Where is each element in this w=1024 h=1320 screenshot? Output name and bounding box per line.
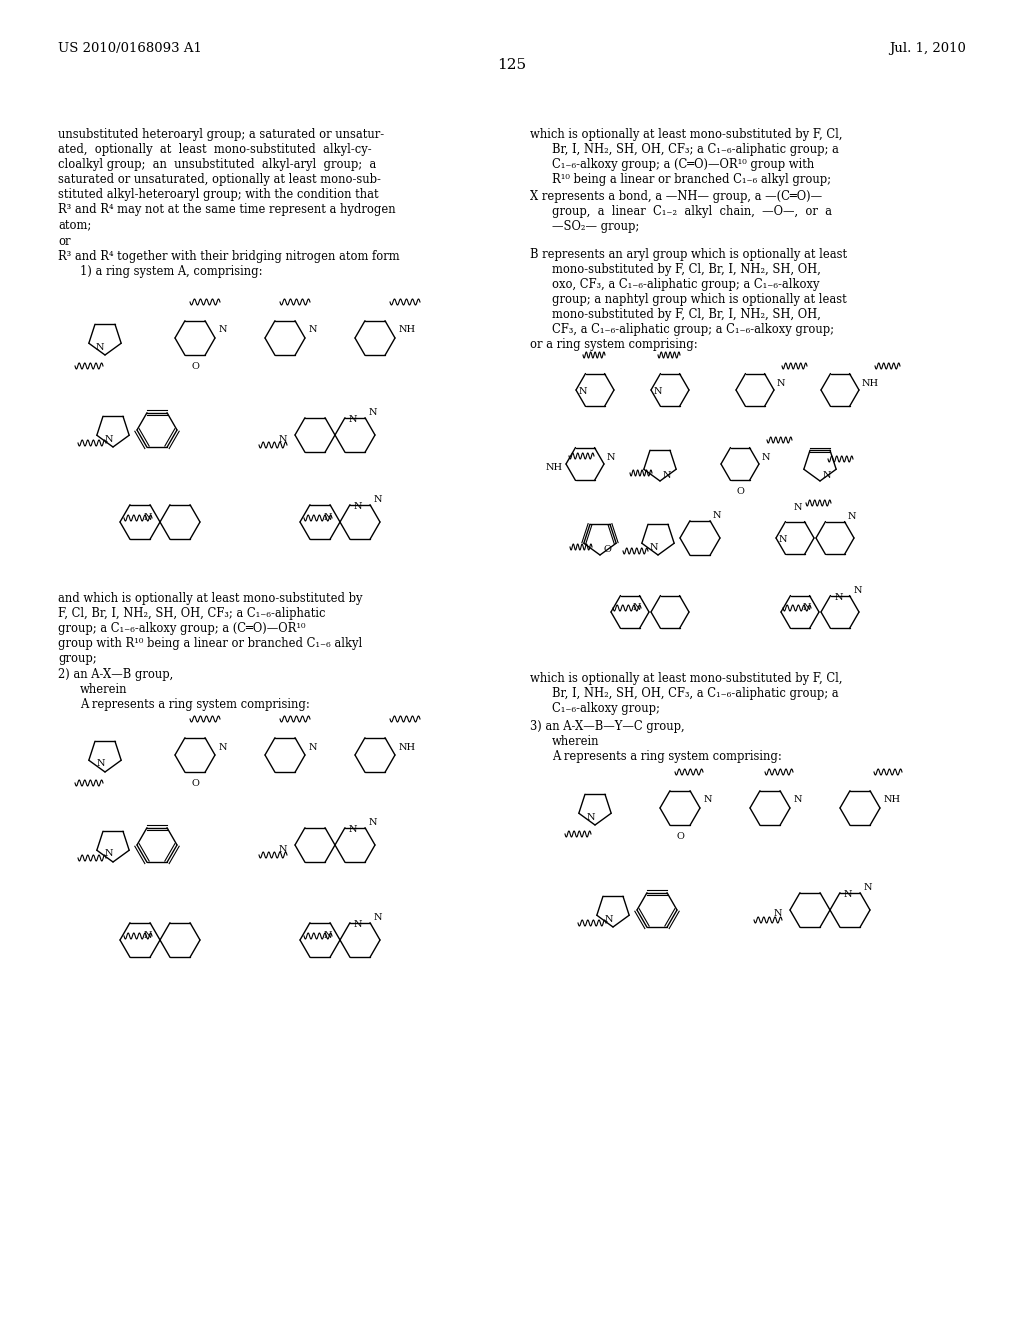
Text: O: O [736,487,744,496]
Text: N: N [794,796,803,804]
Text: C₁₋₆-alkoxy group; a (C═O)—OR¹⁰ group with: C₁₋₆-alkoxy group; a (C═O)—OR¹⁰ group wi… [552,158,814,172]
Text: F, Cl, Br, I, NH₂, SH, OH, CF₃; a C₁₋₆-aliphatic: F, Cl, Br, I, NH₂, SH, OH, CF₃; a C₁₋₆-a… [58,607,326,620]
Text: N: N [803,603,811,612]
Text: N: N [777,380,785,388]
Text: unsubstituted heteroaryl group; a saturated or unsatur-: unsubstituted heteroaryl group; a satura… [58,128,384,141]
Text: group,  a  linear  C₁₋₂  alkyl  chain,  —O—,  or  a: group, a linear C₁₋₂ alkyl chain, —O—, o… [552,205,831,218]
Text: US 2010/0168093 A1: US 2010/0168093 A1 [58,42,202,55]
Text: N: N [848,512,856,521]
Text: CF₃, a C₁₋₆-aliphatic group; a C₁₋₆-alkoxy group;: CF₃, a C₁₋₆-aliphatic group; a C₁₋₆-alko… [552,323,834,337]
Text: 3) an A-X—B—Y—C group,: 3) an A-X—B—Y—C group, [530,719,685,733]
Text: O: O [191,362,199,371]
Text: stituted alkyl-heteroaryl group; with the condition that: stituted alkyl-heteroaryl group; with th… [58,187,379,201]
Text: N: N [104,850,114,858]
Text: N: N [663,470,672,479]
Text: 1) a ring system A, comprising:: 1) a ring system A, comprising: [80,265,262,279]
Text: X represents a bond, a —NH— group, a —(C═O)—: X represents a bond, a —NH— group, a —(C… [530,190,822,203]
Text: Jul. 1, 2010: Jul. 1, 2010 [889,42,966,55]
Text: N: N [773,909,782,919]
Text: O: O [191,779,199,788]
Text: N: N [324,513,332,523]
Text: NH: NH [399,326,416,334]
Text: A represents a ring system comprising:: A represents a ring system comprising: [552,750,781,763]
Text: N: N [654,388,663,396]
Text: N: N [835,593,843,602]
Text: N: N [143,513,152,523]
Text: group;: group; [58,652,96,665]
Text: N: N [605,915,613,924]
Text: N: N [579,388,588,396]
Text: N: N [374,495,383,504]
Text: group; a naphtyl group which is optionally at least: group; a naphtyl group which is optional… [552,293,847,306]
Text: N: N [864,883,872,892]
Text: N: N [779,536,787,544]
Text: R³ and R⁴ may not at the same time represent a hydrogen: R³ and R⁴ may not at the same time repre… [58,203,395,216]
Text: A represents a ring system comprising:: A represents a ring system comprising: [80,698,309,711]
Text: N: N [349,416,357,424]
Text: wherein: wherein [552,735,599,748]
Text: which is optionally at least mono-substituted by F, Cl,: which is optionally at least mono-substi… [530,672,843,685]
Text: N: N [219,742,227,751]
Text: group with R¹⁰ being a linear or branched C₁₋₆ alkyl: group with R¹⁰ being a linear or branche… [58,638,362,649]
Text: N: N [705,796,713,804]
Text: mono-substituted by F, Cl, Br, I, NH₂, SH, OH,: mono-substituted by F, Cl, Br, I, NH₂, S… [552,308,821,321]
Text: N: N [324,932,332,940]
Text: O: O [676,832,684,841]
Text: N: N [374,913,383,923]
Text: or a ring system comprising:: or a ring system comprising: [530,338,697,351]
Text: Br, I, NH₂, SH, OH, CF₃, a C₁₋₆-aliphatic group; a: Br, I, NH₂, SH, OH, CF₃, a C₁₋₆-aliphati… [552,686,839,700]
Text: N: N [853,586,862,595]
Text: N: N [143,932,152,940]
Text: N: N [713,511,722,520]
Text: NH: NH [399,742,416,751]
Text: NH: NH [884,796,901,804]
Text: atom;: atom; [58,218,91,231]
Text: cloalkyl group;  an  unsubstituted  alkyl-aryl  group;  a: cloalkyl group; an unsubstituted alkyl-a… [58,158,376,172]
Text: N: N [354,920,362,929]
Text: N: N [96,342,104,351]
Text: N: N [844,890,853,899]
Text: ated,  optionally  at  least  mono-substituted  alkyl-cy-: ated, optionally at least mono-substitut… [58,143,372,156]
Text: N: N [762,454,770,462]
Text: N: N [104,434,114,444]
Text: N: N [349,825,357,834]
Text: N: N [96,759,105,768]
Text: N: N [823,470,831,479]
Text: NH: NH [862,380,880,388]
Text: N: N [369,408,378,417]
Text: wherein: wherein [80,682,128,696]
Text: O: O [603,544,611,553]
Text: N: N [309,326,317,334]
Text: N: N [587,813,595,821]
Text: C₁₋₆-alkoxy group;: C₁₋₆-alkoxy group; [552,702,659,715]
Text: Br, I, NH₂, SH, OH, CF₃; a C₁₋₆-aliphatic group; a: Br, I, NH₂, SH, OH, CF₃; a C₁₋₆-aliphati… [552,143,839,156]
Text: and which is optionally at least mono-substituted by: and which is optionally at least mono-su… [58,591,362,605]
Text: N: N [633,603,641,612]
Text: 2) an A-X—B group,: 2) an A-X—B group, [58,668,173,681]
Text: N: N [607,454,615,462]
Text: oxo, CF₃, a C₁₋₆-aliphatic group; a C₁₋₆-alkoxy: oxo, CF₃, a C₁₋₆-aliphatic group; a C₁₋₆… [552,279,819,290]
Text: N: N [354,502,362,511]
Text: which is optionally at least mono-substituted by F, Cl,: which is optionally at least mono-substi… [530,128,843,141]
Text: R¹⁰ being a linear or branched C₁₋₆ alkyl group;: R¹⁰ being a linear or branched C₁₋₆ alky… [552,173,831,186]
Text: mono-substituted by F, Cl, Br, I, NH₂, SH, OH,: mono-substituted by F, Cl, Br, I, NH₂, S… [552,263,821,276]
Text: N: N [369,818,378,828]
Text: N: N [794,503,802,511]
Text: R³ and R⁴ together with their bridging nitrogen atom form: R³ and R⁴ together with their bridging n… [58,249,399,263]
Text: B represents an aryl group which is optionally at least: B represents an aryl group which is opti… [530,248,847,261]
Text: N: N [650,543,658,552]
Text: N: N [279,845,287,854]
Text: N: N [309,742,317,751]
Text: NH: NH [546,463,563,473]
Text: or: or [58,235,71,248]
Text: —SO₂— group;: —SO₂— group; [552,220,639,234]
Text: 125: 125 [498,58,526,73]
Text: N: N [279,434,287,444]
Text: N: N [219,326,227,334]
Text: group; a C₁₋₆-alkoxy group; a (C═O)—OR¹⁰: group; a C₁₋₆-alkoxy group; a (C═O)—OR¹⁰ [58,622,305,635]
Text: saturated or unsaturated, optionally at least mono-sub-: saturated or unsaturated, optionally at … [58,173,381,186]
